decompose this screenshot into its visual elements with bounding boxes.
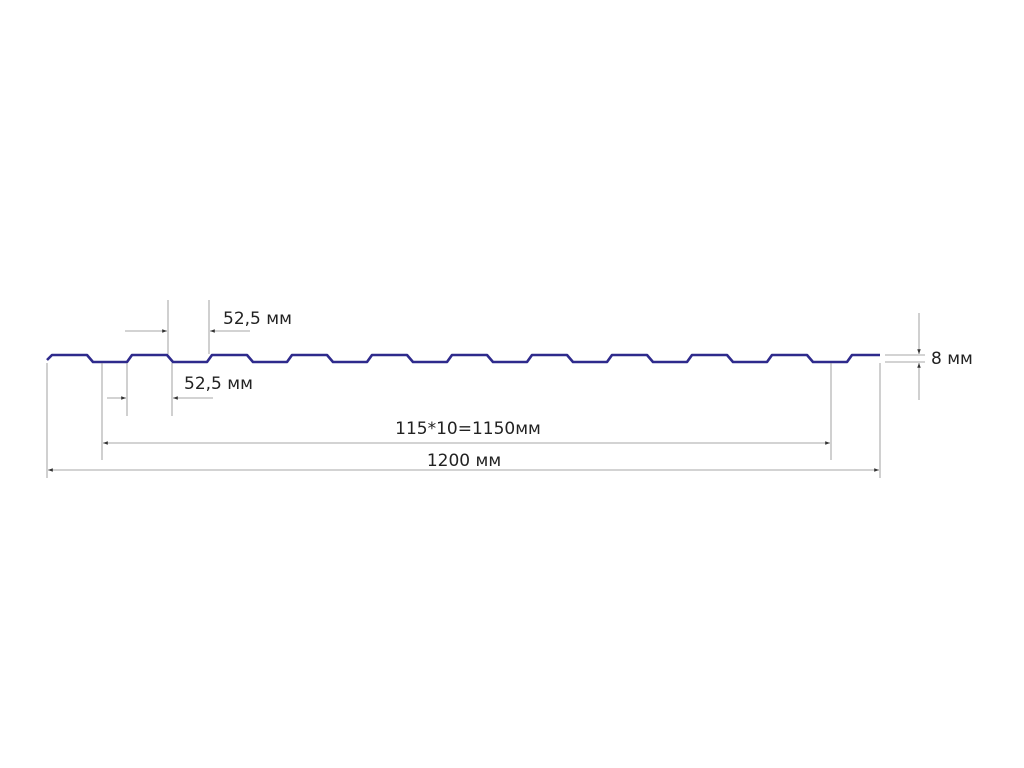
sheet-profile [46, 353, 880, 364]
extension-lines [46, 300, 925, 478]
dimension-working-width: 115*10=1150мм [103, 419, 830, 445]
bottom-pitch-label: 52,5 мм [184, 374, 253, 394]
dimension-total-width: 1200 мм [48, 451, 879, 472]
dimension-bottom-pitch: 52,5 мм [107, 374, 253, 400]
total-width-label: 1200 мм [427, 451, 501, 471]
working-width-label: 115*10=1150мм [395, 419, 541, 439]
top-pitch-label: 52,5 мм [223, 309, 292, 329]
height-label: 8 мм [931, 349, 973, 369]
dimension-top-pitch: 52,5 мм [125, 309, 292, 333]
dimension-height: 8 мм [917, 313, 973, 400]
